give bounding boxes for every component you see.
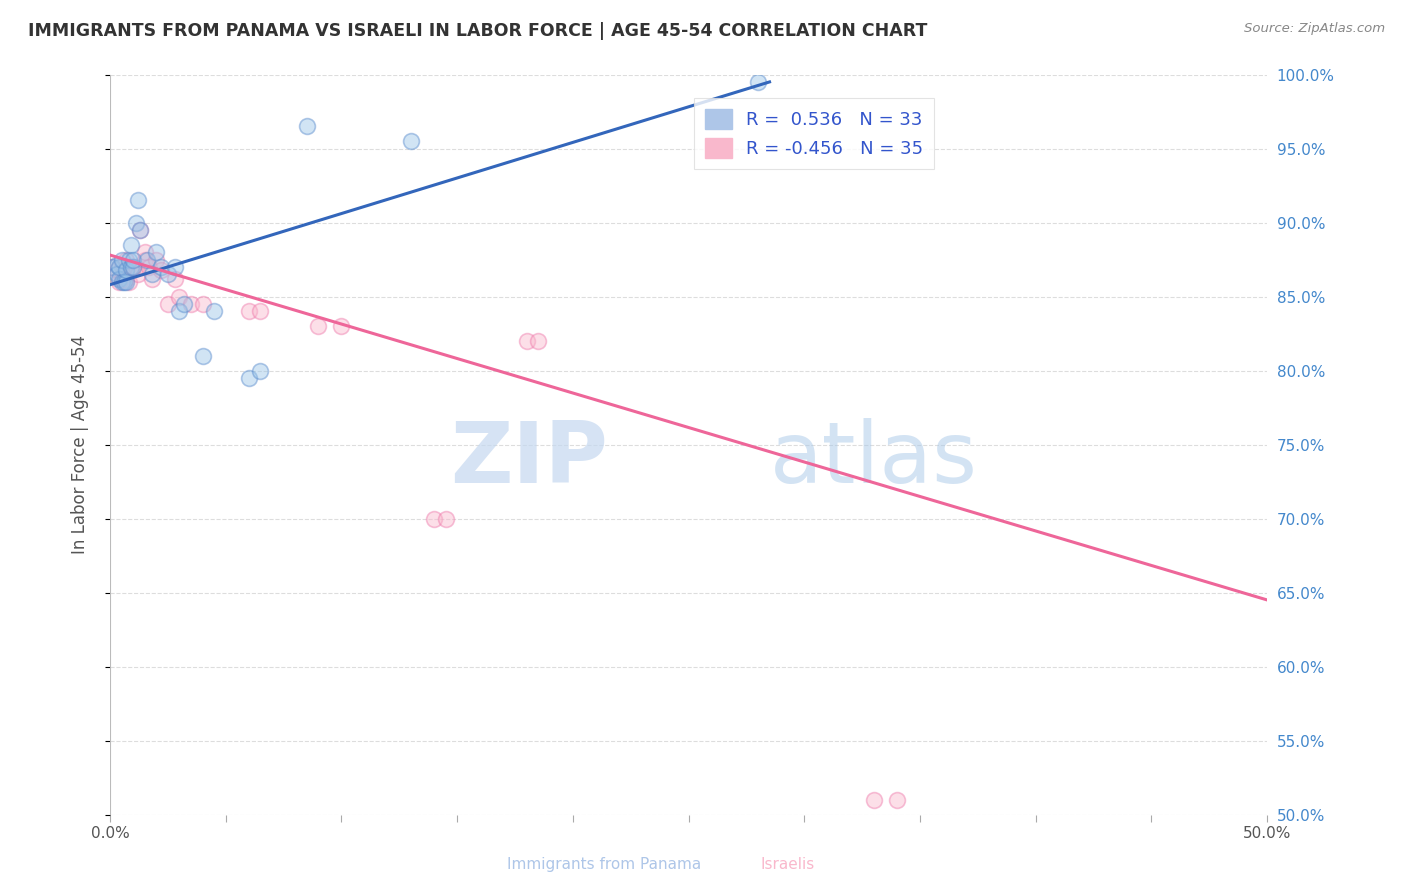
Point — [169, 289, 191, 303]
Point — [122, 260, 145, 274]
Point — [330, 319, 353, 334]
Point — [202, 304, 225, 318]
Point — [122, 260, 145, 274]
Point — [105, 259, 128, 273]
Point — [747, 75, 769, 89]
Point — [163, 260, 186, 274]
Point — [129, 223, 152, 237]
Point — [249, 304, 271, 318]
Point — [156, 268, 179, 282]
Point — [112, 275, 135, 289]
Point — [180, 297, 202, 311]
Point — [101, 260, 124, 274]
Point — [149, 260, 172, 274]
Point — [862, 793, 884, 807]
Point — [105, 263, 128, 277]
Point — [117, 275, 139, 289]
Point — [111, 252, 134, 267]
Point — [117, 252, 139, 267]
Point — [307, 319, 329, 334]
Point — [238, 371, 260, 385]
Point — [127, 268, 149, 282]
Point — [163, 272, 186, 286]
Point — [295, 120, 318, 134]
Point — [169, 304, 191, 318]
Point — [145, 252, 167, 267]
Text: Source: ZipAtlas.com: Source: ZipAtlas.com — [1244, 22, 1385, 36]
Point — [136, 252, 159, 267]
Point — [399, 134, 422, 148]
Point — [124, 260, 146, 274]
Point — [129, 223, 152, 237]
Point — [127, 194, 149, 208]
Point — [156, 297, 179, 311]
Point — [111, 275, 134, 289]
Point — [191, 349, 214, 363]
Text: Immigrants from Panama: Immigrants from Panama — [508, 857, 702, 872]
Point — [115, 272, 138, 286]
Point — [124, 215, 146, 229]
Point — [141, 272, 163, 286]
Point — [120, 237, 142, 252]
Point — [191, 297, 214, 311]
Point — [111, 272, 134, 286]
Point — [105, 268, 128, 282]
Legend: R =  0.536   N = 33, R = -0.456   N = 35: R = 0.536 N = 33, R = -0.456 N = 35 — [693, 98, 934, 169]
Point — [138, 260, 160, 274]
Point — [112, 263, 135, 277]
Point — [122, 252, 145, 267]
Point — [238, 304, 260, 318]
Text: ZIP: ZIP — [450, 417, 607, 500]
Point — [111, 260, 134, 274]
Point — [108, 260, 131, 274]
Text: Israelis: Israelis — [761, 857, 814, 872]
Point — [108, 275, 131, 289]
Text: atlas: atlas — [769, 417, 977, 500]
Point — [145, 245, 167, 260]
Point — [134, 252, 156, 267]
Point — [120, 260, 142, 274]
Point — [423, 511, 446, 525]
Point — [886, 793, 908, 807]
Point — [149, 263, 172, 277]
Point — [101, 260, 124, 274]
Y-axis label: In Labor Force | Age 45-54: In Labor Force | Age 45-54 — [72, 335, 89, 554]
Point — [115, 252, 138, 267]
Point — [527, 334, 550, 348]
Text: IMMIGRANTS FROM PANAMA VS ISRAELI IN LABOR FORCE | AGE 45-54 CORRELATION CHART: IMMIGRANTS FROM PANAMA VS ISRAELI IN LAB… — [28, 22, 928, 40]
Point — [120, 263, 142, 277]
Point — [108, 272, 131, 286]
Point — [141, 268, 163, 282]
Point — [134, 245, 156, 260]
Point — [115, 263, 138, 277]
Point — [434, 511, 457, 525]
Point — [173, 297, 195, 311]
Point — [115, 275, 138, 289]
Point — [249, 363, 271, 377]
Point — [516, 334, 538, 348]
